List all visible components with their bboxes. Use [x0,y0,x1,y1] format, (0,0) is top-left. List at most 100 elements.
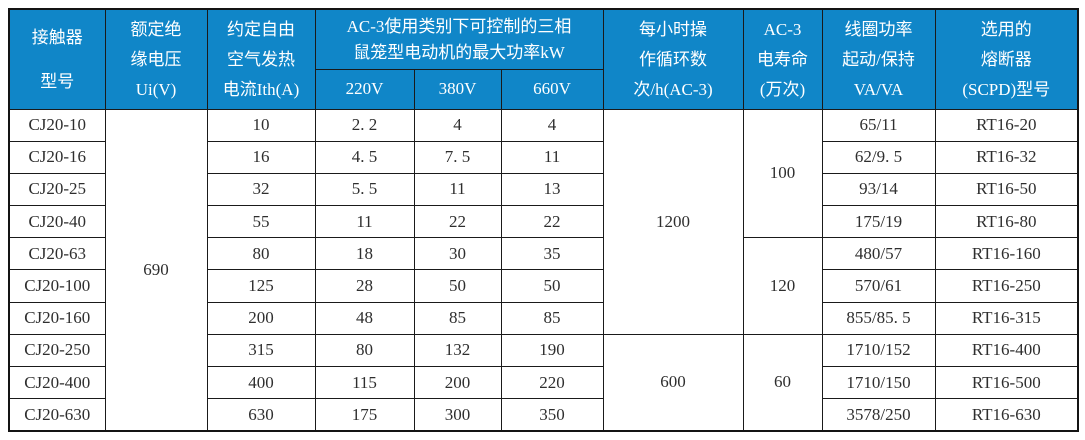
model-cell: CJ20-40 [8,205,106,239]
header-line: (SCPD)型号 [962,79,1051,99]
header-line: 选用的 [980,19,1032,39]
fuse-cell: RT16-250 [934,269,1079,303]
header-electrical-life: AC-3 电寿命 (万次) [742,8,823,110]
ith-cell: 315 [206,333,316,368]
p380-cell: 11 [413,172,502,207]
fuse-cell: RT16-160 [934,237,1079,271]
p380-cell: 50 [413,269,502,303]
header-line: (万次) [759,79,806,99]
p660-cell: 190 [500,333,604,368]
p220-cell: 28 [314,269,415,303]
p220-cell: 5. 5 [314,172,415,207]
header-line: 缘电压 [130,49,182,69]
p660-cell: 350 [500,398,604,432]
model-cell: CJ20-25 [8,172,106,207]
header-thermal-current: 约定自由 空气发热 电流Ith(A) [206,8,316,110]
coil-cell: 3578/250 [821,398,936,432]
table-row: CJ20-25 32 5. 5 11 13 93/14 RT16-50 [8,172,1079,207]
header-line: 作循环数 [639,49,708,69]
header-line: 空气发热 [227,49,295,69]
model-cell: CJ20-160 [8,301,106,335]
coil-cell: 570/61 [821,269,936,303]
header-line: 型号 [40,71,75,91]
p380-cell: 30 [413,237,502,271]
header-line: 线圈功率 [844,19,913,39]
coil-cell: 175/19 [821,205,936,239]
life-cell: 60 [742,333,823,432]
header-ac3-max-power: AC-3使用类别下可控制的三相 鼠笼型电动机的最大功率kW [314,8,604,70]
life-cell: 120 [742,237,823,335]
p380-cell: 7. 5 [413,140,502,174]
model-cell: CJ20-16 [8,140,106,174]
table-row: CJ20-250 315 80 132 190 600 60 1710/152 … [8,333,1079,432]
coil-cell: 480/57 [821,237,936,271]
header-line: 接触器 [31,27,83,47]
header-line: 每小时操 [639,19,708,39]
p380-cell: 200 [413,365,502,400]
contactor-spec-table: 接触器 型号 额定绝 缘电压 Ui(V) 约定自由 空气发热 电流Ith [8,8,1080,432]
cycles-cell: 600 [602,333,744,432]
fuse-cell: RT16-315 [934,301,1079,335]
p660-cell: 4 [500,108,604,142]
cycles-cell: 1200 [602,108,744,335]
p220-cell: 80 [314,333,415,368]
ith-cell: 200 [206,301,316,335]
header-line: AC-3 [763,19,802,39]
header-line: Ui(V) [135,79,177,99]
ith-cell: 630 [206,398,316,432]
header-220v: 220V [314,68,415,110]
header-line: 鼠笼型电动机的最大功率kW [353,42,565,62]
p660-cell: 220 [500,365,604,400]
ith-cell: 32 [206,172,316,207]
header-380v: 380V [413,68,502,110]
header-contactor-model: 接触器 型号 [8,8,106,110]
header-line: 起动/保持 [842,49,915,69]
p220-cell: 18 [314,237,415,271]
table-row: CJ20-16 16 4. 5 7. 5 11 62/9. 5 RT16-32 [8,140,1079,174]
table-row: CJ20-400 400 115 200 220 1710/150 RT16-5… [8,365,1079,400]
ith-cell: 10 [206,108,316,142]
coil-cell: 62/9. 5 [821,140,936,174]
header-660v: 660V [500,68,604,110]
model-cell: CJ20-400 [8,365,106,400]
header-rated-insulation-voltage: 额定绝 缘电压 Ui(V) [104,8,208,110]
fuse-cell: RT16-32 [934,140,1079,174]
header-coil-power: 线圈功率 起动/保持 VA/VA [821,8,936,110]
header-line: 熔断器 [980,49,1032,69]
p660-cell: 11 [500,140,604,174]
table-row: CJ20-630 630 175 300 350 3578/250 RT16-6… [8,398,1079,432]
ith-cell: 400 [206,365,316,400]
p220-cell: 11 [314,205,415,239]
header-line: VA/VA [853,79,904,99]
p380-cell: 85 [413,301,502,335]
table-row: CJ20-40 55 11 22 22 175/19 RT16-80 [8,205,1079,239]
model-cell: CJ20-630 [8,398,106,432]
p660-cell: 35 [500,237,604,271]
model-cell: CJ20-100 [8,269,106,303]
fuse-cell: RT16-500 [934,365,1079,400]
model-cell: CJ20-63 [8,237,106,271]
header-line: AC-3使用类别下可控制的三相 [346,16,572,36]
coil-cell: 1710/150 [821,365,936,400]
p660-cell: 22 [500,205,604,239]
p220-cell: 48 [314,301,415,335]
p380-cell: 4 [413,108,502,142]
coil-cell: 65/11 [821,108,936,142]
ith-cell: 16 [206,140,316,174]
table-row: CJ20-100 125 28 50 50 570/61 RT16-250 [8,269,1079,303]
table-row: CJ20-63 80 18 30 35 120 480/57 RT16-160 [8,237,1079,335]
p220-cell: 115 [314,365,415,400]
table-row: CJ20-10 690 10 2. 2 4 4 1200 100 65/11 R… [8,108,1079,432]
fuse-cell: RT16-20 [934,108,1079,142]
p660-cell: 85 [500,301,604,335]
model-cell: CJ20-250 [8,333,106,368]
model-cell: CJ20-10 [8,108,106,142]
p660-cell: 13 [500,172,604,207]
header-fuse-type: 选用的 熔断器 (SCPD)型号 [934,8,1079,110]
p660-cell: 50 [500,269,604,303]
p220-cell: 4. 5 [314,140,415,174]
header-line: 电流Ith(A) [222,79,300,99]
coil-cell: 93/14 [821,172,936,207]
fuse-cell: RT16-50 [934,172,1079,207]
ith-cell: 125 [206,269,316,303]
